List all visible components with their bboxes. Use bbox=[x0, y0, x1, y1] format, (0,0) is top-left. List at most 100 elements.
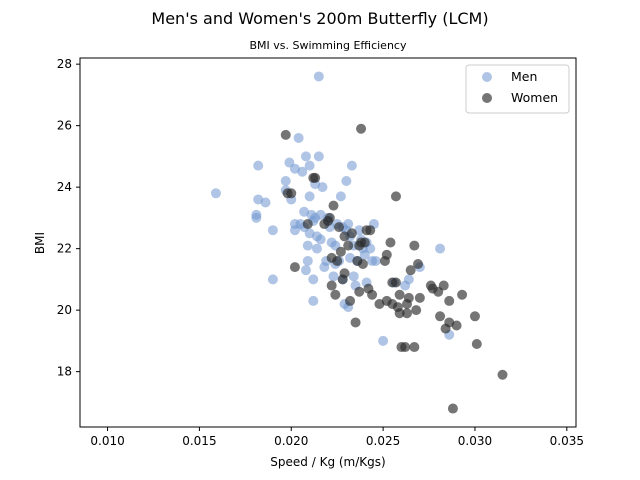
legend-men-label: Men bbox=[511, 69, 537, 84]
points-layer bbox=[210, 71, 508, 414]
women-point bbox=[324, 212, 335, 223]
women-point bbox=[409, 240, 420, 251]
women-point bbox=[367, 289, 378, 300]
men-point bbox=[317, 182, 328, 193]
chart-subtitle: BMI vs. Swimming Efficiency bbox=[250, 39, 407, 52]
women-point bbox=[390, 191, 401, 202]
women-point bbox=[328, 200, 339, 211]
men-point bbox=[302, 255, 313, 266]
women-point bbox=[280, 129, 291, 140]
y-tick-label: 20 bbox=[57, 303, 72, 317]
women-point bbox=[354, 286, 365, 297]
men-point bbox=[315, 234, 326, 245]
women-point bbox=[435, 311, 446, 322]
y-axis-label: BMI bbox=[33, 232, 47, 254]
men-point bbox=[253, 160, 264, 171]
women-point bbox=[330, 289, 341, 300]
x-axis-label: Speed / Kg (m/Kgs) bbox=[270, 455, 385, 469]
men-point bbox=[348, 271, 359, 282]
x-axis: 0.010 0.015 0.020 0.025 0.030 0.035 bbox=[90, 427, 584, 448]
x-tick-label: 0.010 bbox=[90, 434, 124, 448]
women-point bbox=[335, 246, 346, 257]
x-tick-label: 0.030 bbox=[458, 434, 492, 448]
men-point bbox=[435, 243, 446, 254]
women-point bbox=[438, 280, 449, 291]
men-point bbox=[267, 274, 278, 285]
y-tick-label: 26 bbox=[57, 119, 72, 133]
women-point bbox=[471, 338, 482, 349]
women-point bbox=[405, 265, 416, 276]
women-point bbox=[385, 237, 396, 248]
women-point bbox=[286, 188, 297, 199]
women-point bbox=[414, 292, 425, 303]
women-point bbox=[345, 295, 356, 306]
women-point bbox=[350, 317, 361, 328]
legend-women-label: Women bbox=[511, 90, 558, 105]
men-point bbox=[300, 265, 311, 276]
women-point bbox=[356, 123, 367, 134]
men-point bbox=[302, 240, 313, 251]
men-point bbox=[313, 71, 324, 82]
men-point bbox=[313, 151, 324, 162]
women-point bbox=[400, 342, 411, 353]
men-point bbox=[251, 209, 262, 220]
women-point bbox=[394, 308, 405, 319]
men-point bbox=[346, 160, 357, 171]
women-point bbox=[302, 219, 313, 230]
x-tick-label: 0.015 bbox=[182, 434, 216, 448]
women-point bbox=[394, 289, 405, 300]
men-point bbox=[311, 243, 322, 254]
men-point bbox=[267, 225, 278, 236]
men-point bbox=[297, 166, 308, 177]
chart-title: Men's and Women's 200m Butterfly (LCM) bbox=[151, 9, 488, 28]
men-point bbox=[300, 151, 311, 162]
legend-women-marker bbox=[482, 93, 492, 103]
x-tick-label: 0.025 bbox=[366, 434, 400, 448]
y-tick-label: 18 bbox=[57, 365, 72, 379]
women-point bbox=[289, 262, 300, 273]
men-point bbox=[308, 295, 319, 306]
women-point bbox=[310, 172, 321, 183]
women-point bbox=[326, 280, 337, 291]
men-point bbox=[403, 274, 414, 285]
men-point bbox=[335, 191, 346, 202]
women-point bbox=[469, 311, 480, 322]
women-point bbox=[444, 295, 455, 306]
men-point bbox=[341, 176, 352, 186]
women-point bbox=[447, 403, 458, 414]
men-point bbox=[343, 219, 354, 230]
women-point bbox=[339, 268, 350, 279]
men-point bbox=[280, 176, 291, 186]
women-point bbox=[409, 342, 420, 353]
men-point bbox=[308, 274, 319, 285]
y-axis: 18 20 22 24 26 28 bbox=[57, 57, 80, 379]
x-tick-label: 0.020 bbox=[274, 434, 308, 448]
women-point bbox=[497, 369, 508, 380]
women-point bbox=[357, 259, 368, 270]
x-tick-label: 0.035 bbox=[550, 434, 584, 448]
men-point bbox=[304, 160, 315, 171]
men-point bbox=[260, 197, 271, 208]
women-point bbox=[332, 255, 343, 266]
men-point bbox=[293, 132, 304, 143]
women-point bbox=[365, 225, 376, 236]
women-point bbox=[413, 259, 424, 270]
men-point bbox=[328, 271, 339, 282]
women-point bbox=[411, 305, 422, 316]
women-point bbox=[381, 249, 392, 260]
women-point bbox=[390, 277, 401, 288]
women-point bbox=[343, 240, 354, 251]
women-point bbox=[401, 308, 412, 319]
legend: Men Women bbox=[465, 64, 570, 114]
men-point bbox=[370, 255, 381, 266]
women-point bbox=[359, 237, 370, 248]
legend-men-marker bbox=[482, 72, 492, 82]
women-point bbox=[451, 320, 462, 331]
men-point bbox=[210, 188, 221, 199]
plot-frame bbox=[79, 57, 577, 428]
y-tick-label: 24 bbox=[57, 180, 72, 194]
men-point bbox=[304, 191, 315, 202]
women-point bbox=[346, 228, 357, 239]
men-point bbox=[378, 335, 389, 346]
